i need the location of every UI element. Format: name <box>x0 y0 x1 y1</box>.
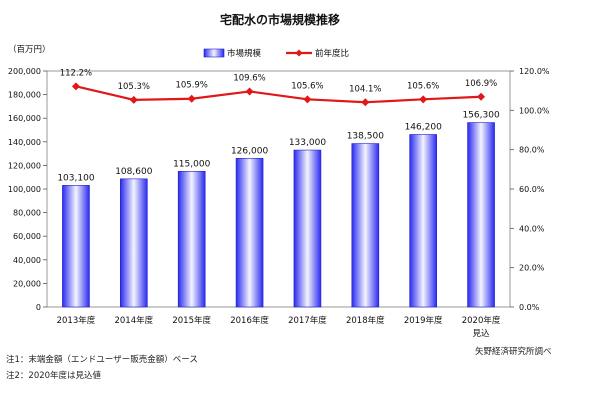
bar-value-label: 156,300 <box>462 111 499 121</box>
bar-value-label: 146,200 <box>405 122 442 132</box>
bar-value-label: 133,000 <box>289 138 326 148</box>
bar <box>177 171 206 308</box>
legend: 市場規模 前年度比 <box>203 48 349 59</box>
x-tick-note: 見込 <box>473 328 491 339</box>
y-tick-label: 60,000 <box>13 232 41 241</box>
growth-point <box>477 92 486 101</box>
y-tick-label: 160,000 <box>8 114 41 123</box>
bar <box>351 143 380 308</box>
bar-value-label: 115,000 <box>173 159 210 169</box>
y-tick-label: 140,000 <box>8 138 41 147</box>
growth-label: 112.2% <box>60 68 92 78</box>
y-tick-label: 80,000 <box>13 209 41 218</box>
y2-tick-label: 40.0% <box>519 224 545 233</box>
growth-point <box>419 95 428 104</box>
bar-value-label: 103,100 <box>57 173 94 183</box>
y2-tick-label: 0.0% <box>519 303 540 312</box>
growth-label: 105.9% <box>175 81 207 91</box>
x-tick-label: 2016年度 <box>230 315 269 326</box>
growth-label: 106.9% <box>465 79 497 89</box>
note-1: 注1：末端金額（エンドユーザー販売金額）ベース <box>6 355 198 365</box>
x-tick-label: 2015年度 <box>172 315 211 326</box>
growth-label: 104.1% <box>349 84 381 94</box>
x-tick-label: 2017年度 <box>288 315 327 326</box>
growth-point <box>129 95 138 104</box>
y2-tick-label: 100.0% <box>519 106 550 115</box>
y-tick-label: 180,000 <box>8 91 41 100</box>
legend-label-line: 前年度比 <box>315 48 349 59</box>
y2-tick-label: 80.0% <box>519 146 545 155</box>
growth-label: 109.6% <box>233 73 265 83</box>
plot-area <box>46 70 511 308</box>
y-tick-label: 200,000 <box>8 67 41 76</box>
bar <box>235 158 264 308</box>
legend-swatch-marker <box>295 49 303 57</box>
growth-point <box>303 95 312 104</box>
bar <box>467 122 495 308</box>
legend-swatch-bar <box>203 48 225 58</box>
growth-point <box>245 87 254 96</box>
bar <box>409 134 437 308</box>
growth-line <box>75 85 482 104</box>
y-tick-label: 100,000 <box>8 185 41 194</box>
axes: 0 20,000 40,000 60,000 80,000 100,000 120,000 1… <box>8 67 550 339</box>
x-tick-label: 2019年度 <box>404 315 443 326</box>
x-tick-label: 2018年度 <box>346 315 385 326</box>
source-credit: 矢野経済研究所調べ <box>475 347 552 357</box>
bars: 103,100 108,600 115,000 126,000 133,000 138,5… <box>57 111 500 308</box>
y2-tick-label: 120.0% <box>519 67 550 76</box>
note-2: 注2：2020年度は見込値 <box>6 371 102 381</box>
bar-value-label: 138,500 <box>347 132 384 142</box>
bar-value-label: 126,000 <box>231 146 268 156</box>
growth-point <box>361 98 370 107</box>
bar <box>120 178 148 308</box>
y2-tick-label: 60.0% <box>519 185 545 194</box>
line-series: 112.2% 105.3% 105.9% 109.6% 105.6% 104.1% 105.… <box>60 68 497 107</box>
bar <box>293 149 322 308</box>
growth-point <box>71 82 80 91</box>
bar <box>62 185 90 308</box>
y-tick-label: 0 <box>36 303 41 312</box>
growth-label: 105.3% <box>118 82 150 92</box>
growth-point <box>187 94 196 103</box>
growth-label: 105.6% <box>407 81 439 91</box>
x-tick-label: 2020年度 <box>462 315 501 326</box>
growth-label: 105.6% <box>291 81 323 91</box>
chart-title: 宅配水の市場規模推移 <box>220 12 340 27</box>
y-tick-label: 120,000 <box>8 161 41 170</box>
y-tick-label: 40,000 <box>13 256 41 265</box>
legend-label-bar: 市場規模 <box>227 48 262 59</box>
y2-tick-label: 20.0% <box>519 264 545 273</box>
y-axis-label: （百万円） <box>8 44 51 55</box>
y-tick-label: 20,000 <box>13 279 41 288</box>
x-tick-label: 2014年度 <box>114 315 153 326</box>
x-tick-label: 2013年度 <box>57 315 96 326</box>
bar-value-label: 108,600 <box>115 167 152 177</box>
